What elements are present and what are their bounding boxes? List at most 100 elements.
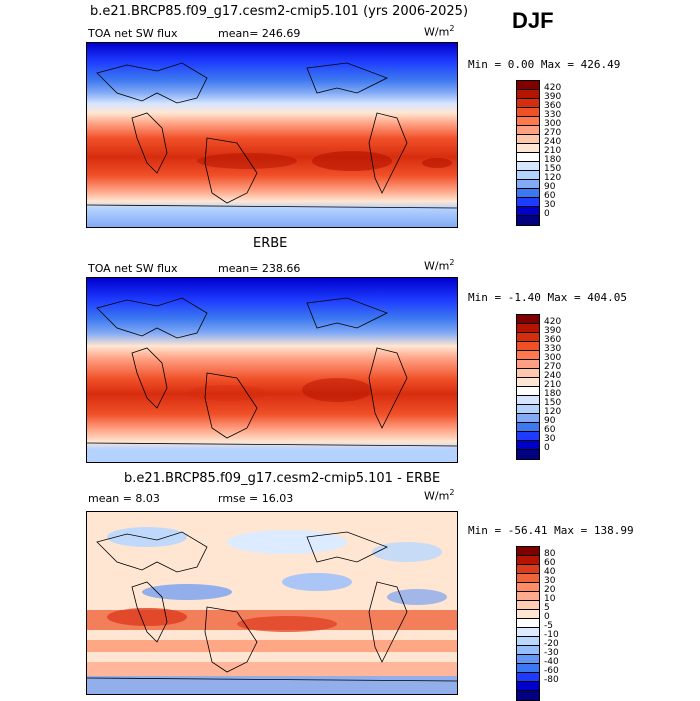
colorbar-swatch [517, 315, 539, 324]
colorbar-swatch [517, 664, 539, 673]
colorbar-swatch [517, 682, 539, 691]
colorbar-tick-label: 60 [544, 425, 556, 435]
colorbar-tick-label: 330 [544, 110, 562, 120]
colorbar-swatch [517, 574, 539, 583]
panel1-minmax: Min = 0.00 Max = 426.49 [468, 58, 621, 71]
colorbar-tick-label: 210 [544, 146, 562, 156]
colorbar-tick-label: 60 [544, 191, 556, 201]
colorbar-swatch [517, 207, 539, 216]
colorbar-tick-label: 420 [544, 83, 562, 93]
colorbar-tick-label: 420 [544, 317, 562, 327]
colorbar-tick-label: 5 [544, 603, 550, 613]
colorbar-swatch [517, 432, 539, 441]
colorbar-tick-label: 360 [544, 335, 562, 345]
season-label: DJF [512, 8, 554, 33]
colorbar-tick-label: 30 [544, 576, 556, 586]
colorbar-swatch [517, 180, 539, 189]
colorbar-tick-label: 150 [544, 164, 562, 174]
colorbar-swatch [517, 655, 539, 664]
colorbar-tick-label: 90 [544, 182, 556, 192]
colorbar-tick-label: 0 [544, 443, 550, 453]
colorbar-swatch [517, 216, 539, 225]
colorbar-tick-label: 120 [544, 407, 562, 417]
panel1-map-svg [87, 43, 457, 227]
colorbar-swatch [517, 117, 539, 126]
colorbar-swatch [517, 547, 539, 556]
panel1-mean-label: mean= 246.69 [218, 27, 301, 40]
colorbar-tick-label: 20 [544, 585, 556, 595]
colorbar-tick-label: 30 [544, 200, 556, 210]
panel2-units-base: W/m [424, 259, 450, 273]
panel3-map [86, 511, 458, 695]
colorbar-swatch [517, 342, 539, 351]
panel3-map-svg [87, 512, 457, 694]
colorbar-tick-label: 300 [544, 353, 562, 363]
panel1-coastlines [87, 62, 457, 209]
panel2-units-exp: 2 [449, 258, 455, 267]
panel2-units-label: W/m2 [424, 258, 454, 273]
colorbar-swatch [517, 360, 539, 369]
colorbar-tick-label: 90 [544, 416, 556, 426]
colorbar-tick-label: 40 [544, 567, 556, 577]
colorbar-swatch [517, 189, 539, 198]
colorbar-swatch [517, 324, 539, 333]
colorbar-swatch [517, 99, 539, 108]
colorbar-swatch [517, 90, 539, 99]
panel3-colorbar [516, 546, 540, 701]
colorbar-tick-label: 270 [544, 128, 562, 138]
colorbar-swatch [517, 423, 539, 432]
colorbar-tick-label: 390 [544, 326, 562, 336]
colorbar-tick-label: -20 [544, 639, 559, 649]
colorbar-tick-label: -10 [544, 630, 559, 640]
panel3-coastlines [87, 531, 457, 682]
colorbar-tick-label: 180 [544, 389, 562, 399]
panel1-variable-label: TOA net SW flux [88, 27, 178, 40]
colorbar-tick-label: 10 [544, 594, 556, 604]
colorbar-tick-label: 180 [544, 155, 562, 165]
colorbar-swatch [517, 81, 539, 90]
panel3-units-exp: 2 [449, 488, 455, 497]
colorbar-swatch [517, 628, 539, 637]
colorbar-tick-label: 300 [544, 119, 562, 129]
colorbar-swatch [517, 333, 539, 342]
colorbar-swatch [517, 135, 539, 144]
colorbar-swatch [517, 162, 539, 171]
panel3-units-label: W/m2 [424, 488, 454, 503]
colorbar-tick-label: 150 [544, 398, 562, 408]
colorbar-swatch [517, 610, 539, 619]
colorbar-swatch [517, 601, 539, 610]
colorbar-swatch [517, 126, 539, 135]
panel3-heading: b.e21.BRCP85.f09_g17.cesm2-cmip5.101 - E… [124, 471, 441, 486]
panel1-units-exp: 2 [449, 24, 455, 33]
panel2-heading: ERBE [253, 236, 288, 251]
panel1-units-label: W/m2 [424, 24, 454, 39]
colorbar-swatch [517, 351, 539, 360]
colorbar-swatch [517, 592, 539, 601]
panel1-map [86, 42, 458, 228]
panel2-variable-label: TOA net SW flux [88, 262, 178, 275]
panel2-colorbar [516, 314, 540, 460]
panel1-units-base: W/m [424, 25, 450, 39]
colorbar-swatch [517, 637, 539, 646]
colorbar-tick-label: 330 [544, 344, 562, 354]
colorbar-tick-label: -5 [544, 621, 553, 631]
colorbar-swatch [517, 405, 539, 414]
colorbar-tick-label: -40 [544, 657, 559, 667]
panel2-mean-label: mean= 238.66 [218, 262, 301, 275]
panel3-minmax: Min = -56.41 Max = 138.99 [468, 524, 634, 537]
colorbar-swatch [517, 619, 539, 628]
colorbar-swatch [517, 441, 539, 450]
colorbar-swatch [517, 153, 539, 162]
colorbar-tick-label: 30 [544, 434, 556, 444]
colorbar-tick-label: 80 [544, 549, 556, 559]
colorbar-swatch [517, 565, 539, 574]
colorbar-tick-label: 390 [544, 92, 562, 102]
colorbar-tick-label: 360 [544, 101, 562, 111]
colorbar-swatch [517, 673, 539, 682]
colorbar-swatch [517, 396, 539, 405]
colorbar-tick-label: 240 [544, 137, 562, 147]
panel2-map-svg [87, 278, 457, 462]
plot-main-title: b.e21.BRCP85.f09_g17.cesm2-cmip5.101 (yr… [90, 4, 469, 19]
colorbar-tick-label: -60 [544, 666, 559, 676]
panel3-mean-label: mean = 8.03 [88, 492, 160, 505]
